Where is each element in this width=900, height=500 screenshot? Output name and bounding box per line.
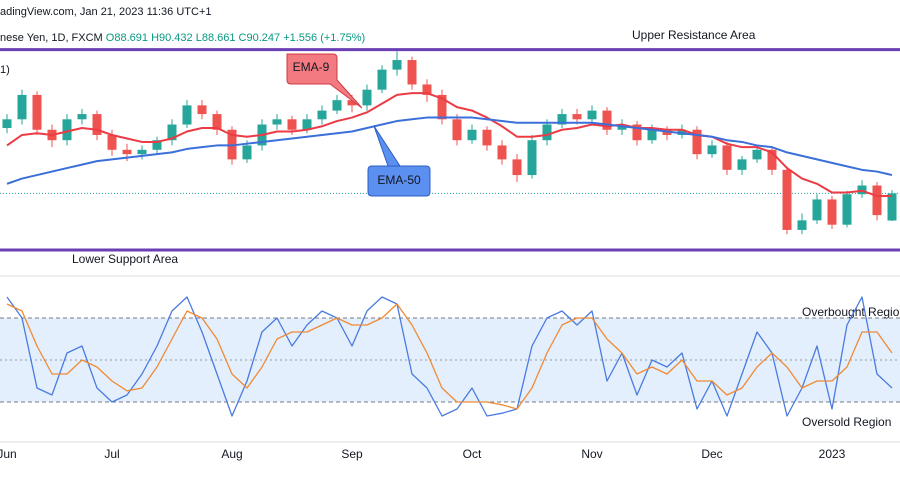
x-tick-label: Jun — [0, 447, 17, 461]
candle-body — [587, 110, 597, 120]
candle-body — [32, 94, 42, 130]
open: O88.691 — [106, 32, 148, 44]
candle-body — [827, 199, 837, 225]
low: L88.661 — [196, 32, 236, 44]
candle-body — [137, 149, 147, 155]
callout-label: EMA-9 — [293, 60, 330, 74]
candle-body — [422, 84, 432, 95]
header-source: adingView.com, Jan 21, 2023 11:36 UTC+1 — [0, 6, 211, 18]
x-tick-label: Oct — [463, 447, 482, 461]
candle-body — [242, 145, 252, 160]
x-tick-label: 2023 — [819, 447, 846, 461]
candle-body — [737, 159, 747, 170]
candle-body — [707, 145, 717, 155]
candle-body — [767, 149, 777, 170]
candle-body — [272, 119, 282, 125]
candle-body — [752, 149, 762, 160]
candle-body — [542, 124, 552, 141]
level-label: Lower Support Area — [72, 252, 178, 266]
candle-body — [107, 134, 117, 150]
candle-body — [392, 60, 402, 70]
candle-body — [692, 129, 702, 155]
candle-body — [2, 119, 12, 129]
candle-body — [782, 169, 792, 230]
candle-body — [452, 119, 462, 141]
symbol: nese Yen, 1D, FXCM — [0, 32, 103, 44]
x-tick-label: Dec — [701, 447, 722, 461]
candle-body — [437, 94, 447, 120]
candle-body — [407, 60, 417, 85]
candle-body — [17, 94, 27, 120]
change: +1.556 (+1.75%) — [283, 32, 365, 44]
ema50-callout: EMA-50 — [367, 125, 431, 197]
x-tick-label: Nov — [581, 447, 602, 461]
candle-body — [647, 129, 657, 141]
candle-body — [287, 119, 297, 130]
candle-body — [872, 185, 882, 216]
level-label: Overbought Region — [802, 305, 900, 319]
level-label: Oversold Region — [802, 415, 891, 429]
series-line — [6, 116, 893, 185]
candle-body — [812, 199, 822, 221]
candle-body — [122, 149, 132, 155]
candle-body — [197, 105, 207, 115]
candle-body — [167, 124, 177, 141]
candle-body — [797, 220, 807, 230]
level-label: Upper Resistance Area — [632, 28, 756, 42]
candle-body — [557, 114, 567, 125]
high: H90.432 — [151, 32, 193, 44]
candle-body — [467, 129, 477, 141]
legend-fragment: 1) — [0, 64, 10, 76]
candle-body — [317, 110, 327, 120]
candle-body — [572, 114, 582, 120]
callout-label: EMA-50 — [377, 173, 421, 187]
candle-body — [362, 89, 372, 106]
candle-body — [212, 114, 222, 130]
candle-body — [302, 119, 312, 130]
x-tick-label: Sep — [341, 447, 363, 461]
candle-body — [377, 69, 387, 90]
close: C90.247 — [239, 32, 281, 44]
candle-body — [527, 140, 537, 176]
candle-body — [722, 145, 732, 170]
ema9-callout: EMA-9 — [286, 53, 363, 109]
header-symbol: nese Yen, 1D, FXCM O88.691 H90.432 L88.6… — [0, 32, 365, 44]
candle-body — [842, 194, 852, 225]
candle-body — [497, 145, 507, 160]
x-tick-label: Aug — [221, 447, 242, 461]
series-line — [6, 92, 892, 197]
candle-body — [887, 193, 897, 221]
series-line — [6, 296, 893, 417]
callout-box — [286, 53, 363, 109]
x-tick-label: Jul — [104, 447, 119, 461]
candle-body — [152, 140, 162, 150]
candle-body — [602, 110, 612, 130]
candle-body — [332, 100, 342, 111]
plot: Upper Resistance Area Lower Support Area J… — [0, 28, 900, 461]
candle-body — [632, 124, 642, 141]
callout-box — [367, 165, 431, 197]
candle-body — [62, 119, 72, 141]
candle-body — [92, 114, 102, 135]
candle-body — [182, 105, 192, 125]
candle-body — [512, 159, 522, 176]
series-line — [6, 303, 893, 410]
candle-body — [482, 129, 492, 146]
candle-body — [77, 114, 87, 120]
callout-pointer — [373, 125, 401, 167]
candle-body — [347, 100, 357, 106]
